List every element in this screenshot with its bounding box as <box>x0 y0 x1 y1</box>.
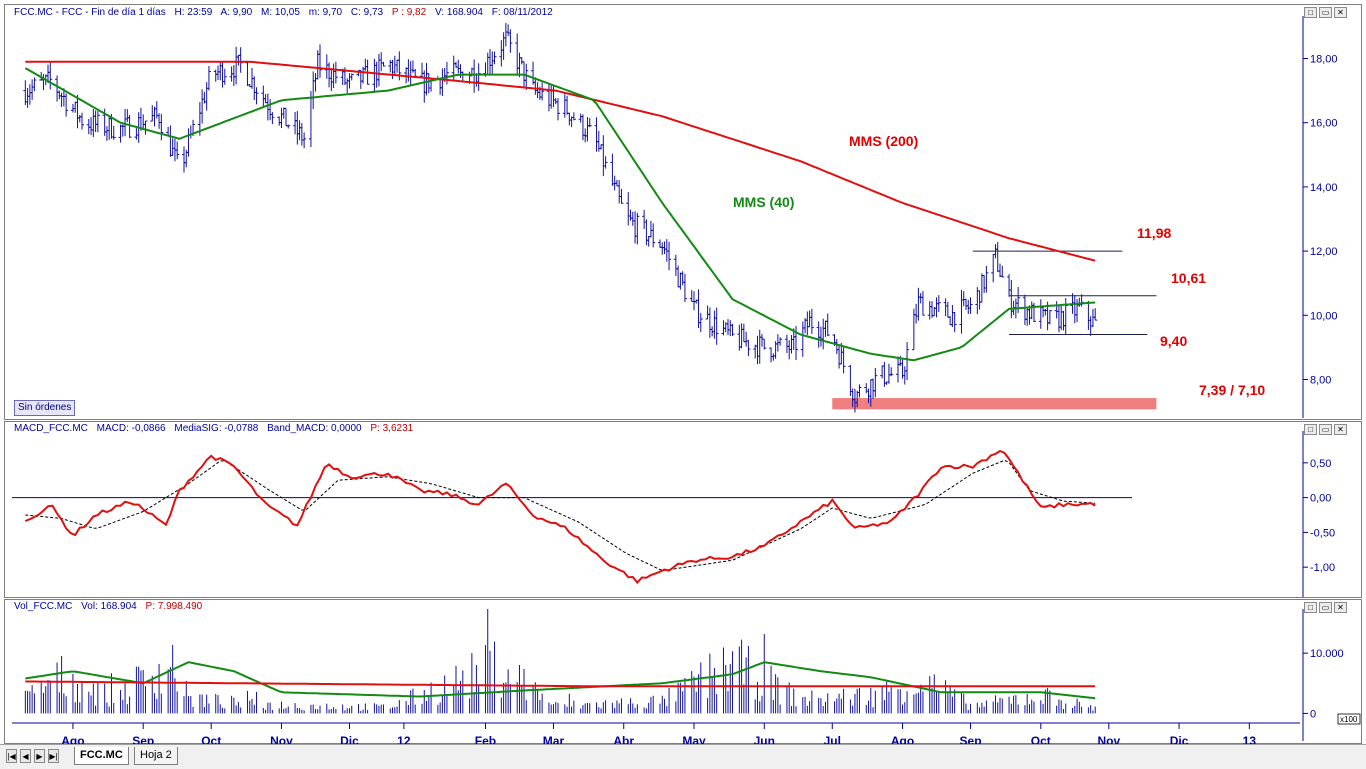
price-y-tick-label: 12,00 <box>1310 246 1338 258</box>
x-axis-label: Nov <box>1097 734 1120 745</box>
macd-signal-line <box>25 459 1096 571</box>
sheet-tab-fcc[interactable]: FCC.MC <box>74 747 129 765</box>
volume-chart[interactable]: 10.000 0 x100 Ago Sep Oct Nov Dic 12 Feb Mar Abr May… <box>0 599 1366 745</box>
header-symbol: FCC.MC - FCC - Fin de día 1 días <box>14 7 166 18</box>
restore-button[interactable]: □ <box>1304 7 1317 18</box>
macd-value: MACD: -0,0866 <box>96 423 166 434</box>
macd-name: MACD_FCC.MC <box>14 423 88 434</box>
macd-panel[interactable] <box>4 421 1362 598</box>
restore-button[interactable]: □ <box>1304 602 1317 613</box>
x-axis-label: Oct <box>201 734 221 745</box>
x-axis-label: Nov <box>270 734 293 745</box>
maximize-button[interactable]: ▭ <box>1319 424 1332 435</box>
x-axis-label: 12 <box>397 734 411 745</box>
x-axis-label: 13 <box>1243 734 1257 745</box>
close-button[interactable]: ✕ <box>1334 7 1347 18</box>
header-open: A: 9,90 <box>220 7 253 18</box>
close-button[interactable]: ✕ <box>1334 424 1347 435</box>
volume-panel-window-buttons: □ ▭ ✕ <box>1304 602 1347 613</box>
last-sheet-button[interactable]: ▶| <box>48 749 59 763</box>
level-940-label: 9,40 <box>1160 333 1187 349</box>
price-y-tick-label: 14,00 <box>1310 182 1338 194</box>
header-low: m: 9,70 <box>308 7 343 18</box>
header-volume: V: 168.904 <box>434 7 483 18</box>
volume-scale-box <box>1337 713 1361 725</box>
x-axis-label: Feb <box>475 734 496 745</box>
mms40-label: MMS (40) <box>733 194 794 210</box>
sheet-tab-hoja2[interactable]: Hoja 2 <box>134 747 178 765</box>
close-button[interactable]: ✕ <box>1334 602 1347 613</box>
restore-button[interactable]: □ <box>1304 424 1317 435</box>
header-high: M: 10,05 <box>261 7 300 18</box>
macd-line <box>24 449 1096 585</box>
level-1198-label: 11,98 <box>1137 225 1171 241</box>
macd-panel-header: MACD_FCC.MC MACD: -0,0866 MediaSIG: -0,0… <box>14 423 419 434</box>
x-axis-label: Abr <box>613 734 634 745</box>
sin-ordenes-button[interactable]: Sin órdenes <box>14 400 76 416</box>
x-axis-label: Oct <box>1031 734 1051 745</box>
header-time: H: 23:59 <box>174 7 213 18</box>
price-panel[interactable] <box>4 4 1362 420</box>
price-y-tick-label: 18,00 <box>1310 54 1338 66</box>
volume-y-tick-label: 10.000 <box>1310 648 1344 660</box>
price-panel-window-buttons: □ ▭ ✕ <box>1304 7 1347 18</box>
volume-scale-label: x100 <box>1340 715 1358 724</box>
price-chart[interactable]: 8,00 10,00 12,00 14,00 16,00 18,00 MMS (200) MM… <box>0 0 1366 420</box>
macd-signal-value: MediaSIG: -0,0788 <box>174 423 259 434</box>
maximize-button[interactable]: ▭ <box>1319 602 1332 613</box>
macd-chart[interactable]: 0,50 0,00 -0,50 -1,00 <box>0 421 1366 599</box>
price-panel-header: FCC.MC - FCC - Fin de día 1 días H: 23:5… <box>14 7 559 18</box>
mms200-label: MMS (200) <box>849 133 918 149</box>
macd-y-tick-label: -0,50 <box>1310 527 1335 539</box>
x-axis-label: Dic <box>1170 734 1189 745</box>
mms40-line <box>24 67 1096 362</box>
volume-panel-header: Vol_FCC.MC Vol: 168.904 P: 7.998.490 <box>14 601 208 612</box>
x-axis-label: May <box>682 734 706 745</box>
volume-long-average-line <box>25 680 1096 688</box>
volume-y-tick-label: 0 <box>1310 708 1316 720</box>
x-axis-label: Ago <box>61 734 84 745</box>
sheet-tab-bar: |◀ ◀ ▶ ▶| FCC.MC Hoja 2 <box>0 744 1366 769</box>
header-p: P : 9,82 <box>391 7 427 18</box>
level-1061-label: 10,61 <box>1171 270 1206 286</box>
macd-y-tick-label: 0,00 <box>1310 493 1331 505</box>
macd-p-value: P: 3,6231 <box>370 423 414 434</box>
support-zone-label: 7,39 / 7,10 <box>1199 382 1265 398</box>
mms200-line <box>25 60 1096 262</box>
x-axis-label: Mar <box>543 734 565 745</box>
prev-sheet-button[interactable]: ◀ <box>20 749 31 763</box>
header-date: F: 08/11/2012 <box>491 7 553 18</box>
support-zone <box>832 398 1157 410</box>
first-sheet-button[interactable]: |◀ <box>6 749 17 763</box>
next-sheet-button[interactable]: ▶ <box>34 749 45 763</box>
x-axis-label: Dic <box>340 734 359 745</box>
volume-p-value: P: 7.998.490 <box>145 601 203 612</box>
x-axis-label: Sep <box>132 734 154 745</box>
volume-value: Vol: 168.904 <box>81 601 137 612</box>
macd-band-value: Band_MACD: 0,0000 <box>267 423 362 434</box>
header-close: C: 9,73 <box>350 7 384 18</box>
x-axis-label: Ago <box>891 734 914 745</box>
price-y-tick-label: 16,00 <box>1310 118 1338 130</box>
price-y-tick-label: 10,00 <box>1310 310 1338 322</box>
macd-y-tick-label: -1,00 <box>1310 562 1335 574</box>
macd-y-tick-label: 0,50 <box>1310 458 1331 470</box>
macd-panel-window-buttons: □ ▭ ✕ <box>1304 424 1347 435</box>
volume-name: Vol_FCC.MC <box>14 601 73 612</box>
price-y-tick-label: 8,00 <box>1310 374 1331 386</box>
x-axis-label: Sep <box>960 734 982 745</box>
x-axis-label: Jul <box>824 734 841 745</box>
maximize-button[interactable]: ▭ <box>1319 7 1332 18</box>
x-axis-label: Jun <box>754 734 775 745</box>
